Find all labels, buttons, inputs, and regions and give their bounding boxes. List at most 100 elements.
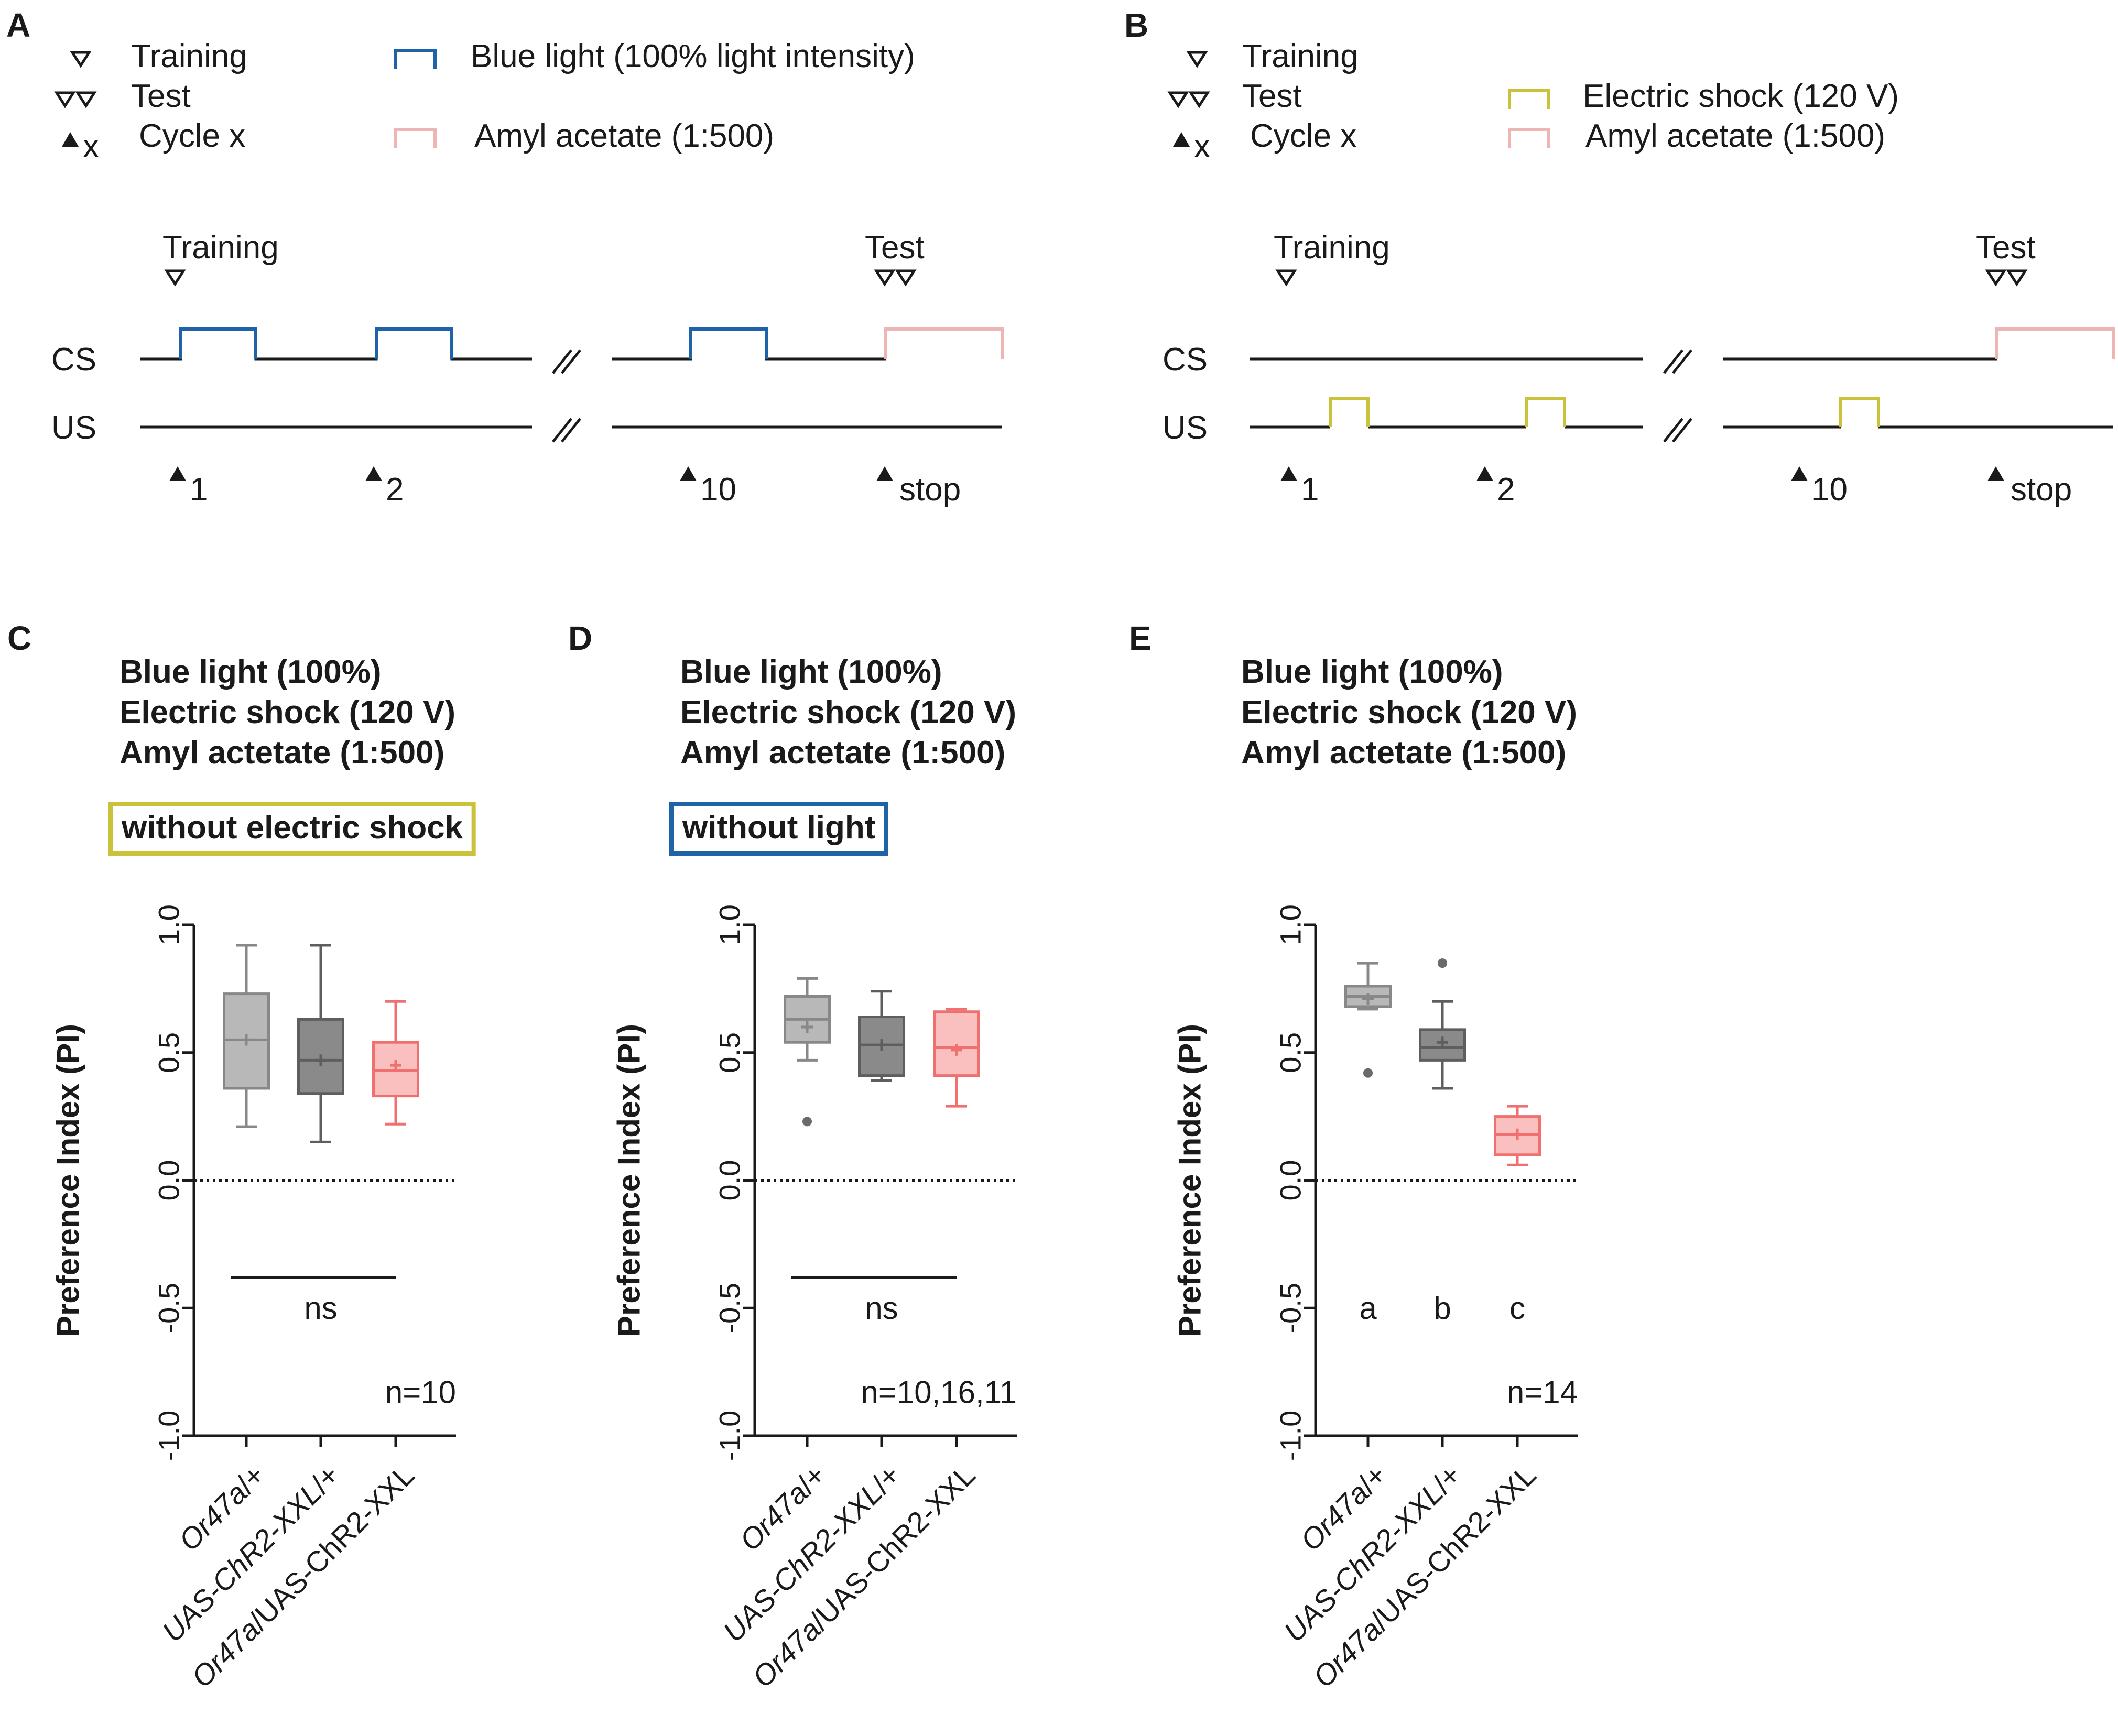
- significance-label: ns: [865, 1291, 898, 1326]
- cycle-1-label: 1: [190, 472, 208, 508]
- odor-pulse-icon: [394, 128, 437, 148]
- y-tick-label: 0.5: [1274, 1032, 1307, 1073]
- test-marker-icon: [2006, 269, 2028, 287]
- cycle-marker-icon: [169, 466, 186, 481]
- panel-a-letter: A: [6, 6, 30, 44]
- light-pulse: [179, 327, 453, 359]
- n-label: n=10,16,11: [861, 1375, 1017, 1410]
- mean-marker: [951, 1044, 962, 1056]
- odor-pulse: [1995, 327, 2115, 359]
- test-marker-icon: [1167, 91, 1189, 108]
- box-body: [933, 1010, 980, 1077]
- cycle-marker-icon: [680, 466, 697, 481]
- legend-cycle-sub: x: [83, 128, 99, 165]
- y-tick-label: -1.0: [1274, 1411, 1307, 1461]
- y-tick-label: 1.0: [153, 904, 186, 945]
- n-label: n=10: [385, 1375, 456, 1410]
- mean-marker: [801, 1021, 813, 1033]
- training-marker-icon: [164, 269, 186, 287]
- test-marker-icon: [895, 269, 917, 287]
- condition-label: Blue light (100%): [120, 654, 382, 690]
- panel-b: B Training Test x Cycle x Electric shock…: [1124, 6, 2115, 508]
- mean-marker: [1362, 993, 1374, 1005]
- cycle-1-label: 1: [1301, 472, 1319, 508]
- timeline-test-label: Test: [1976, 230, 2036, 266]
- outlier-point: [1363, 1068, 1373, 1078]
- cs-line: [612, 327, 886, 361]
- y-axis-label: Preference Index (PI): [1172, 1024, 1208, 1337]
- training-marker-icon: [1275, 269, 1297, 287]
- test-marker-icon: [1985, 269, 2007, 287]
- y-tick-label: 1.0: [1274, 904, 1307, 945]
- odor-pulse-icon: [1508, 128, 1550, 148]
- panel-b-letter: B: [1124, 6, 1148, 44]
- group-letter: c: [1509, 1291, 1525, 1326]
- group-letter: b: [1433, 1291, 1451, 1326]
- y-tick-label: -0.5: [713, 1283, 746, 1334]
- y-tick-label: 0.0: [153, 1160, 186, 1201]
- cycle-2-label: 2: [1497, 472, 1515, 508]
- shock-pulse: [1329, 397, 1566, 427]
- test-marker-icon: [1188, 91, 1210, 108]
- n-label: n=14: [1507, 1375, 1578, 1410]
- condition-box-frame: [669, 802, 888, 856]
- condition-label: Blue light (100%): [680, 654, 942, 690]
- cycle-marker-icon: [62, 132, 79, 147]
- y-tick-label: 1.0: [713, 904, 746, 945]
- condition-label: Electric shock (120 V): [1241, 694, 1577, 730]
- blue-light-pulse-icon: [394, 49, 437, 69]
- outlier-point: [802, 1117, 812, 1127]
- condition-box-label: without light: [682, 810, 875, 846]
- condition-label: Amyl actetate (1:500): [120, 735, 444, 771]
- box-1: Or47a/+: [172, 944, 271, 1557]
- mean-marker: [241, 1034, 252, 1046]
- panel-e: E Blue light (100%) Electric shock (120 V)…: [1129, 619, 1578, 1694]
- cycle-marker-icon: [876, 466, 893, 481]
- cycle-marker-icon: [1791, 466, 1808, 481]
- test-marker-icon: [54, 91, 76, 108]
- panel-letter: C: [7, 619, 31, 657]
- legend-cycle-sub: x: [1194, 128, 1210, 165]
- legend-stim2: Amyl acetate (1:500): [1585, 118, 1885, 154]
- cycle-stop-label: stop: [899, 472, 961, 508]
- cycle-marker-icon: [1987, 466, 2004, 481]
- mean-marker: [876, 1039, 887, 1051]
- y-tick-label: 0.0: [1274, 1160, 1307, 1201]
- legend-stim2: Amyl acetate (1:500): [474, 118, 774, 154]
- light-pulse: [689, 327, 768, 359]
- legend-test: Test: [1242, 78, 1302, 114]
- cs-line: [140, 327, 532, 361]
- cycle-10-label: 10: [1811, 472, 1848, 508]
- cycle-marker-icon: [365, 466, 382, 481]
- mean-marker: [315, 1054, 327, 1066]
- y-tick-label: -1.0: [153, 1411, 186, 1461]
- cs-label: CS: [1163, 342, 1208, 378]
- axis-break-icon: [1663, 349, 1692, 443]
- legend-training: Training: [1242, 38, 1359, 74]
- group-letter: a: [1359, 1291, 1377, 1326]
- legend-test: Test: [131, 78, 191, 114]
- training-marker-icon: [70, 51, 92, 68]
- legend-training: Training: [131, 38, 247, 74]
- y-axis-label: Preference Index (PI): [612, 1024, 647, 1337]
- training-marker-icon: [1186, 51, 1208, 68]
- legend-stim1: Electric shock (120 V): [1583, 78, 1899, 114]
- condition-label: Amyl actetate (1:500): [1241, 735, 1566, 771]
- legend-cycle: Cycle x: [139, 118, 245, 154]
- us-label: US: [1163, 410, 1208, 446]
- odor-pulse: [884, 327, 1004, 359]
- y-tick-label: -0.5: [153, 1283, 186, 1334]
- mean-marker: [1512, 1128, 1523, 1140]
- shock-pulse: [1839, 397, 1880, 427]
- significance-label: ns: [304, 1291, 337, 1326]
- cycle-stop-label: stop: [2011, 472, 2072, 508]
- test-marker-icon: [75, 91, 97, 108]
- y-tick-label: -0.5: [1274, 1283, 1307, 1334]
- cycle-marker-icon: [1173, 132, 1190, 147]
- electric-shock-pulse-icon: [1508, 89, 1550, 109]
- timeline-training-label: Training: [1274, 230, 1390, 266]
- condition-label: Electric shock (120 V): [120, 694, 455, 730]
- panel-a: A Training Test x Cycle x Blue light (10…: [6, 6, 1004, 508]
- panel-letter: E: [1129, 619, 1152, 657]
